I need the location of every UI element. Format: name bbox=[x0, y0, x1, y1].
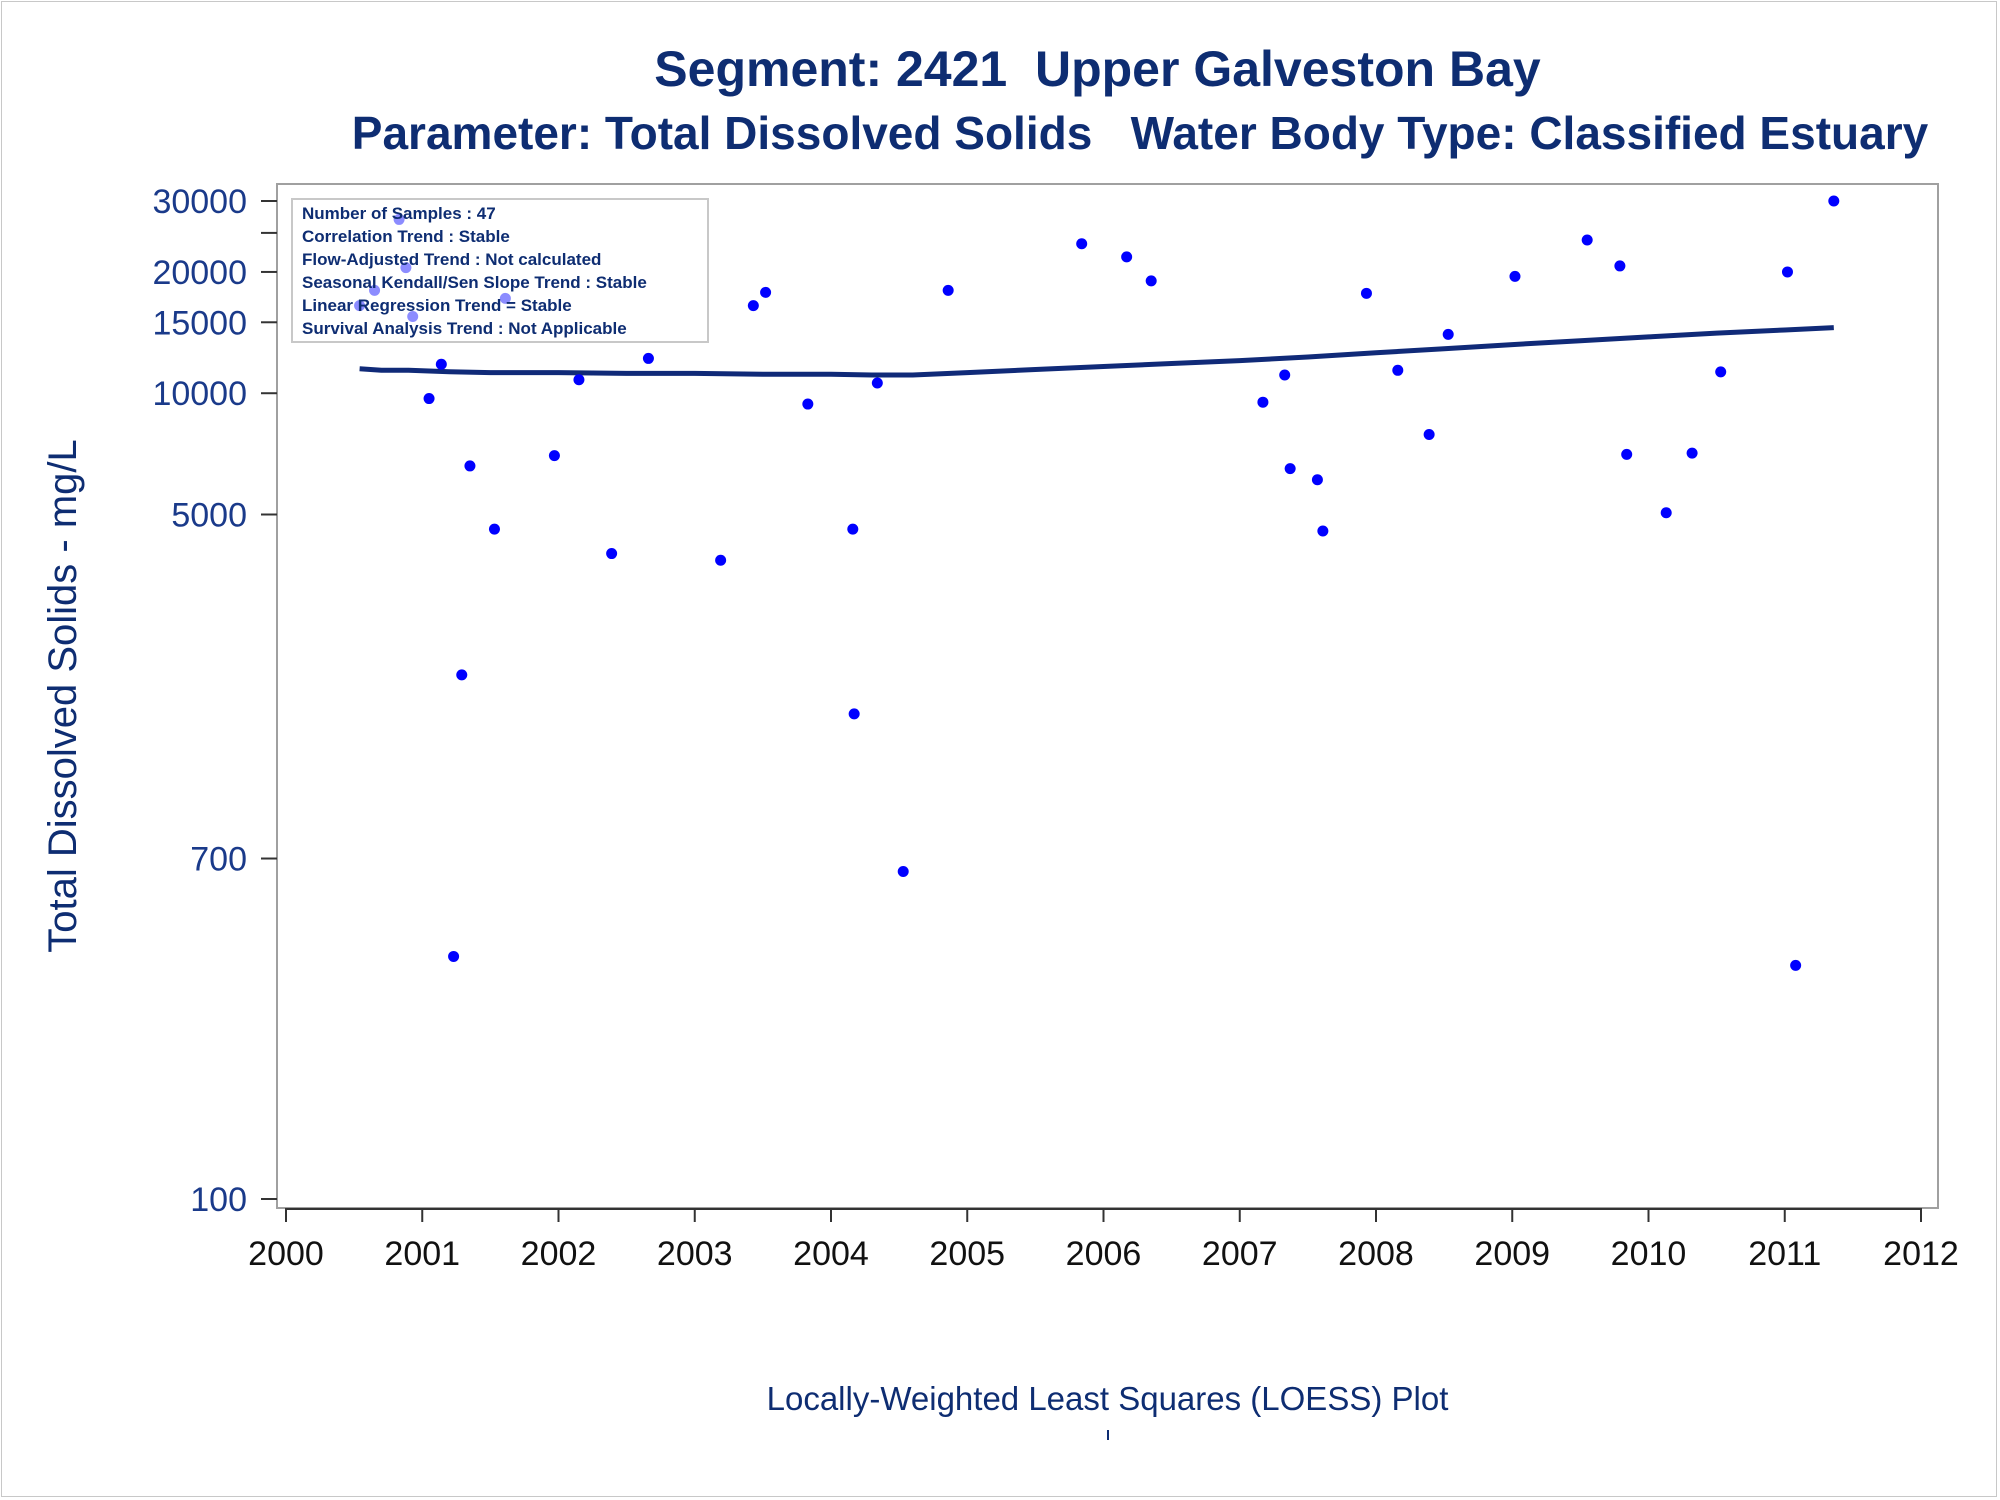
data-point bbox=[1442, 328, 1454, 340]
data-point bbox=[747, 300, 759, 312]
info-box-line: Linear Regression Trend = Stable bbox=[302, 296, 572, 315]
info-box bbox=[291, 198, 709, 343]
x-tick-label: 2011 bbox=[1748, 1235, 1821, 1273]
chart-subtitle: Parameter: Total Dissolved Solids Water … bbox=[351, 107, 1929, 159]
data-point bbox=[1284, 463, 1296, 475]
data-point bbox=[848, 708, 860, 720]
data-point bbox=[1311, 474, 1323, 486]
data-point bbox=[1581, 234, 1593, 246]
data-point bbox=[942, 284, 954, 296]
footnote-mark bbox=[1107, 1430, 1109, 1440]
y-tick-label: 700 bbox=[190, 841, 247, 879]
info-box-line: Flow-Adjusted Trend : Not calculated bbox=[302, 250, 601, 269]
data-point bbox=[423, 393, 435, 405]
data-point bbox=[1509, 270, 1521, 282]
data-point bbox=[1621, 448, 1633, 460]
x-tick-label: 2007 bbox=[1202, 1235, 1278, 1273]
x-tick-label: 2000 bbox=[248, 1235, 324, 1273]
data-point bbox=[871, 377, 883, 389]
x-tick-label: 2003 bbox=[657, 1235, 733, 1273]
data-point bbox=[464, 460, 476, 472]
x-tick-label: 2004 bbox=[793, 1235, 869, 1273]
y-tick-label: 10000 bbox=[152, 375, 247, 413]
data-point bbox=[1686, 447, 1698, 459]
data-point bbox=[1660, 507, 1672, 519]
data-point bbox=[1392, 364, 1404, 376]
data-point bbox=[1145, 275, 1157, 287]
data-point bbox=[435, 358, 447, 370]
x-tick-label: 2002 bbox=[521, 1235, 597, 1273]
data-point bbox=[548, 450, 560, 462]
x-tick-label: 2005 bbox=[929, 1235, 1005, 1273]
data-point bbox=[1279, 369, 1291, 381]
info-box-line: Correlation Trend : Stable bbox=[302, 227, 510, 246]
data-point bbox=[1317, 525, 1329, 537]
data-point bbox=[715, 554, 727, 566]
chart-footnote: Locally-Weighted Least Squares (LOESS) P… bbox=[766, 1380, 1449, 1417]
data-point bbox=[1423, 428, 1435, 440]
y-axis-label: Total Dissolved Solids - mg/L bbox=[41, 439, 85, 953]
data-point bbox=[847, 523, 859, 535]
y-tick-label: 5000 bbox=[171, 497, 247, 535]
data-point bbox=[488, 523, 500, 535]
data-point bbox=[448, 950, 460, 962]
x-tick-label: 2008 bbox=[1338, 1235, 1414, 1273]
data-point bbox=[573, 374, 585, 386]
data-point bbox=[760, 286, 772, 298]
y-tick-label: 15000 bbox=[152, 304, 247, 342]
x-tick-label: 2010 bbox=[1611, 1235, 1687, 1273]
data-point bbox=[1121, 251, 1133, 263]
chart-title: Segment: 2421 Upper Galveston Bay bbox=[654, 41, 1541, 97]
x-tick-label: 2006 bbox=[1066, 1235, 1142, 1273]
data-point bbox=[1257, 396, 1269, 408]
data-point bbox=[1828, 195, 1840, 207]
data-point bbox=[1614, 260, 1626, 272]
data-point bbox=[642, 352, 654, 364]
data-point bbox=[1715, 366, 1727, 378]
info-box-line: Seasonal Kendall/Sen Slope Trend : Stabl… bbox=[302, 273, 647, 292]
data-point bbox=[1360, 287, 1372, 299]
data-point bbox=[606, 548, 618, 560]
data-point bbox=[897, 865, 909, 877]
x-tick-label: 2009 bbox=[1474, 1235, 1550, 1273]
info-box-line: Survival Analysis Trend : Not Applicable bbox=[302, 319, 627, 338]
y-tick-label: 100 bbox=[190, 1181, 247, 1219]
data-point bbox=[1076, 238, 1088, 250]
data-point bbox=[1790, 959, 1802, 971]
y-tick-label: 20000 bbox=[152, 254, 247, 292]
y-tick-label: 30000 bbox=[152, 183, 247, 221]
data-point bbox=[1781, 266, 1793, 278]
loess-curve bbox=[359, 325, 1834, 378]
info-box-line: Number of Samples : 47 bbox=[302, 204, 496, 223]
data-point bbox=[456, 669, 468, 681]
x-tick-label: 2012 bbox=[1883, 1235, 1959, 1273]
x-tick-label: 2001 bbox=[384, 1235, 460, 1273]
data-point bbox=[802, 398, 814, 410]
